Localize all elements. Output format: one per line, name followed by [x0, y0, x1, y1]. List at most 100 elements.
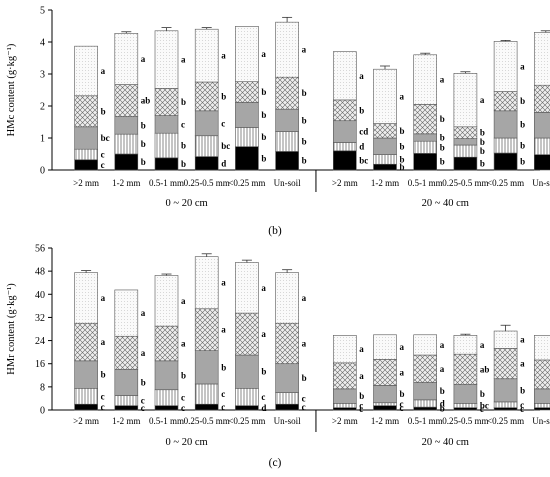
significance-letter: a — [440, 75, 445, 85]
x-tick-label: 1-2 mm — [112, 178, 140, 188]
significance-letter: b — [480, 389, 485, 399]
significance-letter: a — [261, 49, 266, 59]
significance-letter: a — [520, 335, 525, 345]
y-axis-title: HMc content (g·kg⁻¹) — [6, 43, 17, 136]
significance-letter: a — [400, 367, 405, 377]
significance-letter: ab — [141, 96, 151, 106]
bar-segment — [332, 362, 357, 390]
panel-label: (c) — [269, 457, 282, 469]
bar-segment — [413, 153, 438, 171]
y-axis-title: HMr content (g·kg⁻¹) — [6, 283, 17, 375]
bar-segment — [332, 403, 357, 408]
y-tick-label: 4 — [40, 38, 45, 49]
bar-segment — [413, 133, 438, 142]
significance-letter: a — [440, 340, 445, 350]
y-tick-label: 16 — [35, 359, 45, 370]
bar-segment — [373, 359, 397, 386]
x-tick-label: 0.5-1 mm — [408, 178, 443, 188]
significance-letter: bc — [101, 133, 110, 143]
bar-segment — [413, 354, 438, 383]
significance-letter: c — [261, 392, 265, 402]
bar-segment — [154, 325, 179, 362]
bar-segment — [533, 359, 550, 390]
significance-letter: a — [480, 95, 485, 105]
significance-letter: bc — [480, 401, 489, 411]
significance-letter: b — [480, 146, 485, 156]
significance-letter: c — [181, 393, 185, 403]
y-tick-label: 1 — [40, 134, 45, 145]
y-tick-label: 40 — [35, 290, 45, 301]
significance-letter: c — [181, 119, 185, 129]
significance-letter: b — [520, 96, 525, 106]
x-tick-label: Un-soil — [274, 178, 301, 188]
bar-segment — [533, 137, 550, 155]
significance-letter: b — [400, 154, 405, 164]
bar-segment — [235, 405, 259, 411]
bar-segment — [235, 81, 259, 103]
bar-segment — [235, 26, 259, 82]
significance-letter: b — [181, 97, 186, 107]
significance-letter: a — [221, 51, 226, 61]
significance-letter: a — [261, 329, 266, 339]
bar-segment — [493, 407, 518, 411]
bar-segment — [493, 348, 518, 380]
significance-letter: d — [440, 398, 445, 408]
bar-segment — [154, 389, 179, 406]
bar-segment — [194, 156, 219, 171]
x-tick-label: 0.5-1 mm — [149, 178, 184, 188]
significance-letter: a — [221, 278, 226, 288]
bar-segment — [493, 330, 518, 349]
significance-letter: a — [181, 296, 186, 306]
significance-letter: b — [520, 141, 525, 151]
bar-segment — [74, 126, 98, 150]
bar-segment — [493, 41, 518, 92]
depth-group-label: 0 ~ 20 cm — [166, 437, 208, 448]
significance-letter: b — [181, 370, 186, 380]
bar-segment — [533, 403, 550, 408]
significance-letter: d — [261, 403, 266, 413]
stacked-bar: d bc c b a — [194, 27, 230, 171]
x-tick-label: 0.25-0.5 mm — [442, 416, 488, 426]
bar-segment — [373, 334, 397, 360]
bar-segment — [413, 140, 438, 154]
bar-segment — [114, 335, 139, 370]
significance-letter: b — [302, 137, 307, 147]
significance-letter: a — [520, 359, 525, 369]
bar-segment — [275, 322, 299, 365]
significance-letter: a — [520, 61, 525, 71]
bar-segment — [493, 401, 518, 408]
significance-letter: a — [181, 55, 186, 65]
significance-letter: b — [520, 157, 525, 167]
significance-letter: c — [101, 402, 105, 412]
y-tick-label: 48 — [35, 267, 45, 278]
bar-segment — [74, 45, 98, 97]
stacked-bar: bdb a a — [413, 334, 445, 414]
significance-letter: b — [141, 157, 146, 167]
significance-letter: c — [181, 403, 185, 413]
significance-letter: a — [359, 71, 364, 81]
significance-letter: a — [141, 348, 146, 358]
significance-letter: c — [101, 391, 105, 401]
x-tick-label: 1-2 mm — [112, 416, 140, 426]
significance-letter: b — [141, 120, 146, 130]
x-tick-label: 0.5-1 mm — [408, 416, 443, 426]
bar-segment — [74, 148, 98, 161]
y-tick-label: 32 — [35, 313, 45, 324]
bar-segment — [493, 378, 518, 403]
x-tick-label: Un-soil — [274, 416, 301, 426]
significance-letter: a — [302, 45, 307, 55]
bar-segment — [493, 110, 518, 139]
stacked-bar: bc d cd b a — [332, 51, 368, 171]
significance-letter: b — [400, 389, 405, 399]
